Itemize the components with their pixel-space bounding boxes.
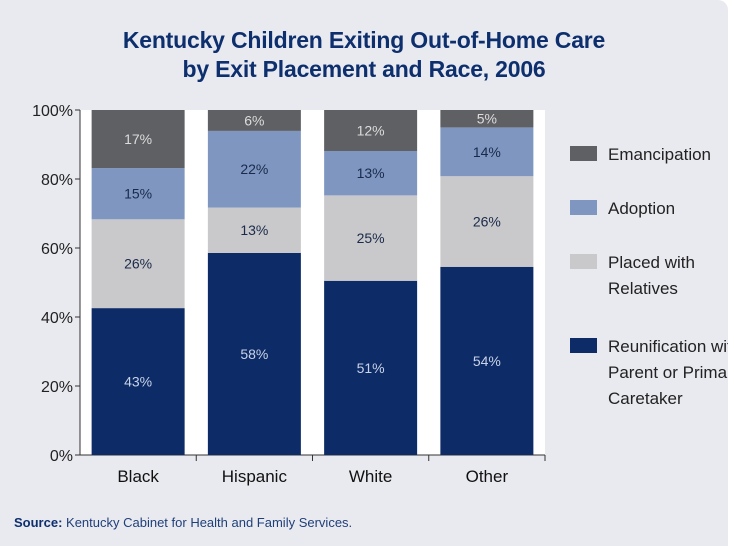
data-label: 26% — [124, 256, 152, 272]
data-label: 12% — [357, 122, 385, 138]
legend-label: Relatives — [608, 279, 678, 298]
legend-swatch — [570, 338, 597, 353]
data-label: 43% — [124, 374, 152, 390]
bar-segment — [91, 168, 185, 220]
legend-label: Parent or Primary — [608, 363, 728, 382]
y-tick-label: 60% — [41, 241, 73, 258]
data-label: 54% — [473, 353, 501, 369]
bar-segment — [91, 219, 185, 309]
bar-segment — [207, 207, 301, 253]
source-text: Kentucky Cabinet for Health and Family S… — [66, 515, 353, 530]
legend-label: Caretaker — [608, 389, 683, 408]
legend-label: Adoption — [608, 199, 675, 218]
data-label: 13% — [240, 222, 268, 238]
chart-title-line-1: Kentucky Children Exiting Out-of-Home Ca… — [122, 27, 606, 53]
bar-segment — [207, 110, 301, 131]
bar-segment — [440, 266, 534, 455]
chart-title: Kentucky Children Exiting Out-of-Home Ca… — [0, 26, 728, 84]
legend-swatch — [570, 200, 597, 215]
x-tick-label: Hispanic — [222, 467, 288, 486]
legend-label: Placed with — [608, 253, 695, 272]
legend-swatch — [570, 254, 597, 269]
source-note: Source: Kentucky Cabinet for Health and … — [14, 515, 352, 530]
x-tick-label: Other — [466, 467, 509, 486]
data-label: 5% — [477, 111, 497, 127]
legend-swatch — [570, 146, 597, 161]
data-label: 22% — [240, 161, 268, 177]
data-label: 14% — [473, 144, 501, 160]
legend-label: Emancipation — [608, 145, 711, 164]
y-tick-label: 20% — [41, 379, 73, 396]
data-label: 13% — [357, 165, 385, 181]
bar-segment — [324, 150, 418, 196]
y-tick-label: 80% — [41, 172, 73, 189]
data-label: 26% — [473, 214, 501, 230]
bar-segment — [440, 127, 534, 177]
bar-segment — [324, 195, 418, 281]
bar-segment — [324, 110, 418, 151]
legend-label: Reunification with — [608, 337, 728, 356]
data-label: 25% — [357, 230, 385, 246]
data-label: 17% — [124, 131, 152, 147]
x-tick-label: White — [349, 467, 392, 486]
bar-segment — [440, 176, 534, 267]
y-tick-label: 100% — [32, 103, 73, 120]
bar-segment — [207, 252, 301, 455]
x-tick-label: Black — [117, 467, 159, 486]
chart-title-line-2: by Exit Placement and Race, 2006 — [182, 56, 546, 82]
data-label: 6% — [244, 112, 264, 128]
y-tick-label: 0% — [50, 448, 73, 465]
y-tick-label: 40% — [41, 310, 73, 327]
data-label: 15% — [124, 186, 152, 202]
data-label: 58% — [240, 346, 268, 362]
data-label: 51% — [357, 360, 385, 376]
bar-segment — [324, 280, 418, 455]
bar-segment — [91, 110, 185, 169]
bar-segment — [207, 130, 301, 208]
source-label: Source: — [14, 515, 63, 530]
bar-segment — [440, 110, 534, 128]
bar-segment — [91, 308, 185, 455]
